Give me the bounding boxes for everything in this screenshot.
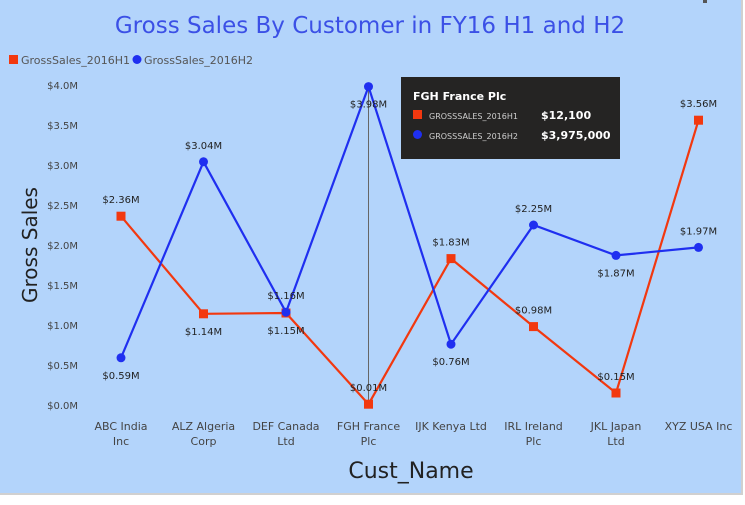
data-point[interactable]: [694, 242, 703, 252]
data-label: $0.59M: [102, 371, 139, 382]
data-label: $1.14M: [185, 327, 222, 338]
tooltip-label-h2: GROSSSALES_2016H2: [429, 132, 518, 141]
data-point[interactable]: [529, 322, 538, 332]
data-label: $0.15M: [597, 372, 634, 383]
chart-title: Gross Sales By Customer in FY16 H1 and H…: [115, 13, 625, 39]
x-tick-label: IRL Ireland Plc: [504, 420, 563, 448]
x-tick-label: DEF Canada Ltd: [252, 420, 319, 448]
series-layer: $2.36M $1.14M $1.15M $0.01M $1.83M $0.98M $0.1…: [102, 82, 717, 409]
tooltip-swatch-h2: [413, 130, 422, 139]
legend-swatch-h1: [9, 55, 18, 64]
legend: GrossSales_2016H1 GrossSales_2016H2: [9, 54, 253, 67]
data-point[interactable]: [281, 307, 291, 317]
x-tick-label: FGH France Plc: [337, 420, 400, 448]
data-point[interactable]: [611, 388, 621, 398]
tooltip-title: FGH France Plc: [413, 90, 506, 103]
tooltip-value-h2: $3,975,000: [541, 129, 611, 142]
tooltip-box: [401, 77, 620, 159]
data-point[interactable]: [364, 399, 373, 409]
data-label: $0.76M: [432, 357, 469, 368]
data-label: $1.15M: [267, 326, 304, 337]
data-label: $0.01M: [350, 383, 387, 394]
data-label: $1.87M: [597, 268, 634, 279]
x-tick-label: XYZ USA Inc: [665, 420, 733, 433]
x-tick-label: ALZ Algeria Corp: [172, 420, 235, 448]
data-point[interactable]: [446, 339, 456, 349]
series-line: [120, 119, 700, 407]
chart-frame: Gross Sales By Customer in FY16 H1 and H…: [0, 0, 743, 495]
data-point[interactable]: [116, 353, 126, 363]
data-point[interactable]: [116, 211, 126, 221]
series-1: $2.36M $1.14M $1.15M $0.01M $1.83M $0.98M $0.1…: [102, 99, 717, 409]
tooltip: FGH France Plc GROSSSALES_2016H1 $12,100…: [401, 77, 620, 159]
data-point[interactable]: [199, 309, 208, 319]
y-tick-label: $2.5M: [47, 201, 78, 212]
y-tick-label: $0.5M: [47, 361, 78, 372]
x-tick-label: ABC India Inc: [94, 420, 147, 448]
x-axis-title: Cust_Name: [348, 459, 473, 484]
tooltip-label-h1: GROSSSALES_2016H1: [429, 112, 518, 121]
y-tick-label: $4.0M: [47, 81, 78, 92]
y-tick-label: $3.0M: [47, 161, 78, 172]
legend-label-h2: GrossSales_2016H2: [144, 54, 253, 67]
y-tick-label: $0.0M: [47, 401, 78, 412]
y-tick-label: $3.5M: [47, 121, 78, 132]
y-tick-label: $1.5M: [47, 281, 78, 292]
data-label: $2.25M: [515, 204, 552, 215]
data-label: $0.98M: [515, 306, 552, 317]
series-line: [119, 83, 699, 359]
y-axis-ticks: $0.0M $0.5M $1.0M $1.5M $2.0M $2.5M $3.0M $3.5M…: [47, 81, 78, 412]
data-label: $1.97M: [680, 226, 717, 237]
data-label: $2.36M: [102, 195, 139, 206]
data-label: $3.98M: [350, 100, 387, 111]
legend-swatch-h2: [132, 55, 142, 64]
y-axis-title: Gross Sales: [18, 187, 42, 303]
data-label: $3.56M: [680, 99, 717, 110]
data-point[interactable]: [446, 254, 456, 264]
x-axis-ticks: ABC India Inc ALZ Algeria Corp DEF Canada Ltd…: [94, 420, 732, 448]
y-tick-label: $1.0M: [47, 321, 78, 332]
series-2: $0.59M $3.04M $1.16M $3.98M $0.76M $2.25M $1.8…: [102, 82, 717, 382]
x-tick-label: JKL Japan Ltd: [590, 420, 642, 448]
data-point[interactable]: [611, 250, 621, 260]
frame-handle: [703, 0, 707, 3]
line-chart: Gross Sales By Customer in FY16 H1 and H…: [9, 13, 732, 484]
x-tick-label: IJK Kenya Ltd: [415, 420, 487, 433]
tooltip-value-h1: $12,100: [541, 109, 591, 122]
data-point[interactable]: [529, 220, 538, 230]
tooltip-swatch-h1: [413, 110, 422, 119]
data-label: $1.83M: [432, 238, 469, 249]
data-label: $1.16M: [267, 291, 304, 302]
data-point[interactable]: [199, 157, 208, 167]
y-tick-label: $2.0M: [47, 241, 78, 252]
data-label: $3.04M: [185, 141, 222, 152]
data-point[interactable]: [364, 82, 373, 92]
legend-label-h1: GrossSales_2016H1: [21, 54, 130, 67]
data-point[interactable]: [694, 115, 703, 125]
